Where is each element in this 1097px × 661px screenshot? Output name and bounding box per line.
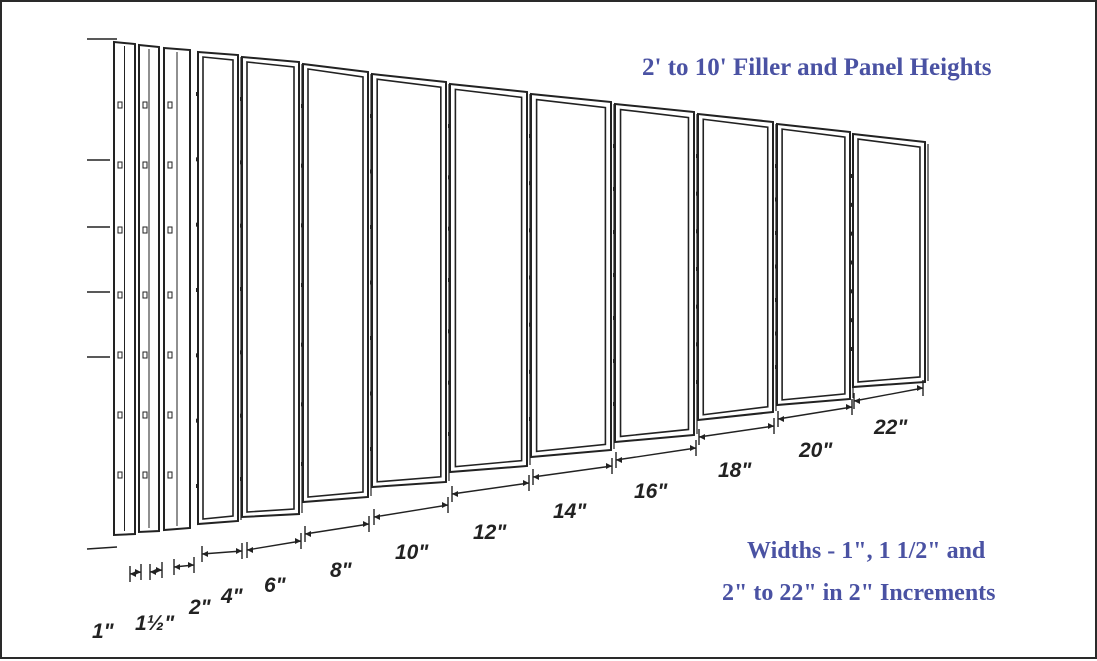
panel-4 (196, 50, 242, 526)
width-label-2: 1½" (135, 612, 175, 635)
width-label-10: 16" (634, 480, 668, 503)
panel-12 (775, 122, 854, 407)
panel-2 (138, 43, 160, 534)
width-label-7: 10" (395, 541, 429, 564)
panel-5 (240, 55, 303, 519)
dimension-3 (173, 557, 195, 575)
panel-9 (529, 92, 615, 459)
panel-11 (696, 112, 777, 422)
dimension-8 (451, 475, 530, 502)
dimension-13 (853, 380, 924, 409)
dimension-9 (532, 458, 613, 485)
dimension-7 (373, 497, 449, 525)
diagram-title: 2' to 10' Filler and Panel Heights (642, 54, 992, 81)
width-label-13: 22" (873, 416, 908, 439)
width-dimensions (129, 380, 924, 582)
width-label-4: 4" (220, 585, 244, 608)
width-label-8: 12" (473, 521, 507, 544)
widths-note-line-2: 2" to 22" in 2" Increments (722, 580, 996, 606)
width-label-5: 6" (264, 574, 287, 597)
panel-3 (163, 46, 191, 532)
dimension-10 (615, 440, 697, 468)
panel-7 (370, 72, 450, 489)
panel-10 (613, 102, 698, 444)
dimension-12 (777, 399, 853, 427)
panels (113, 40, 929, 537)
panel-1 (113, 40, 136, 537)
width-labels: 1" 1½" 2" 4" 6" 8" 10" 12" 14" 16" 18" 20" 22" (92, 416, 908, 643)
dimension-11 (698, 418, 775, 445)
panel-13 (851, 132, 929, 389)
widths-note-line-1: Widths - 1", 1 1/2" and (747, 538, 986, 564)
width-label-1: 1" (92, 620, 115, 643)
width-label-11: 18" (718, 459, 752, 482)
dimension-5 (246, 533, 302, 558)
width-label-12: 20" (798, 439, 833, 462)
width-label-3: 2" (188, 596, 212, 619)
width-label-6: 8" (330, 559, 353, 582)
dimension-4 (201, 543, 243, 562)
width-label-9: 14" (553, 500, 587, 523)
panel-6 (301, 62, 372, 504)
dimension-2 (149, 562, 163, 580)
height-ticks (86, 38, 118, 550)
dimension-6 (304, 516, 370, 542)
panel-8 (448, 82, 531, 474)
dimension-1 (129, 564, 142, 582)
